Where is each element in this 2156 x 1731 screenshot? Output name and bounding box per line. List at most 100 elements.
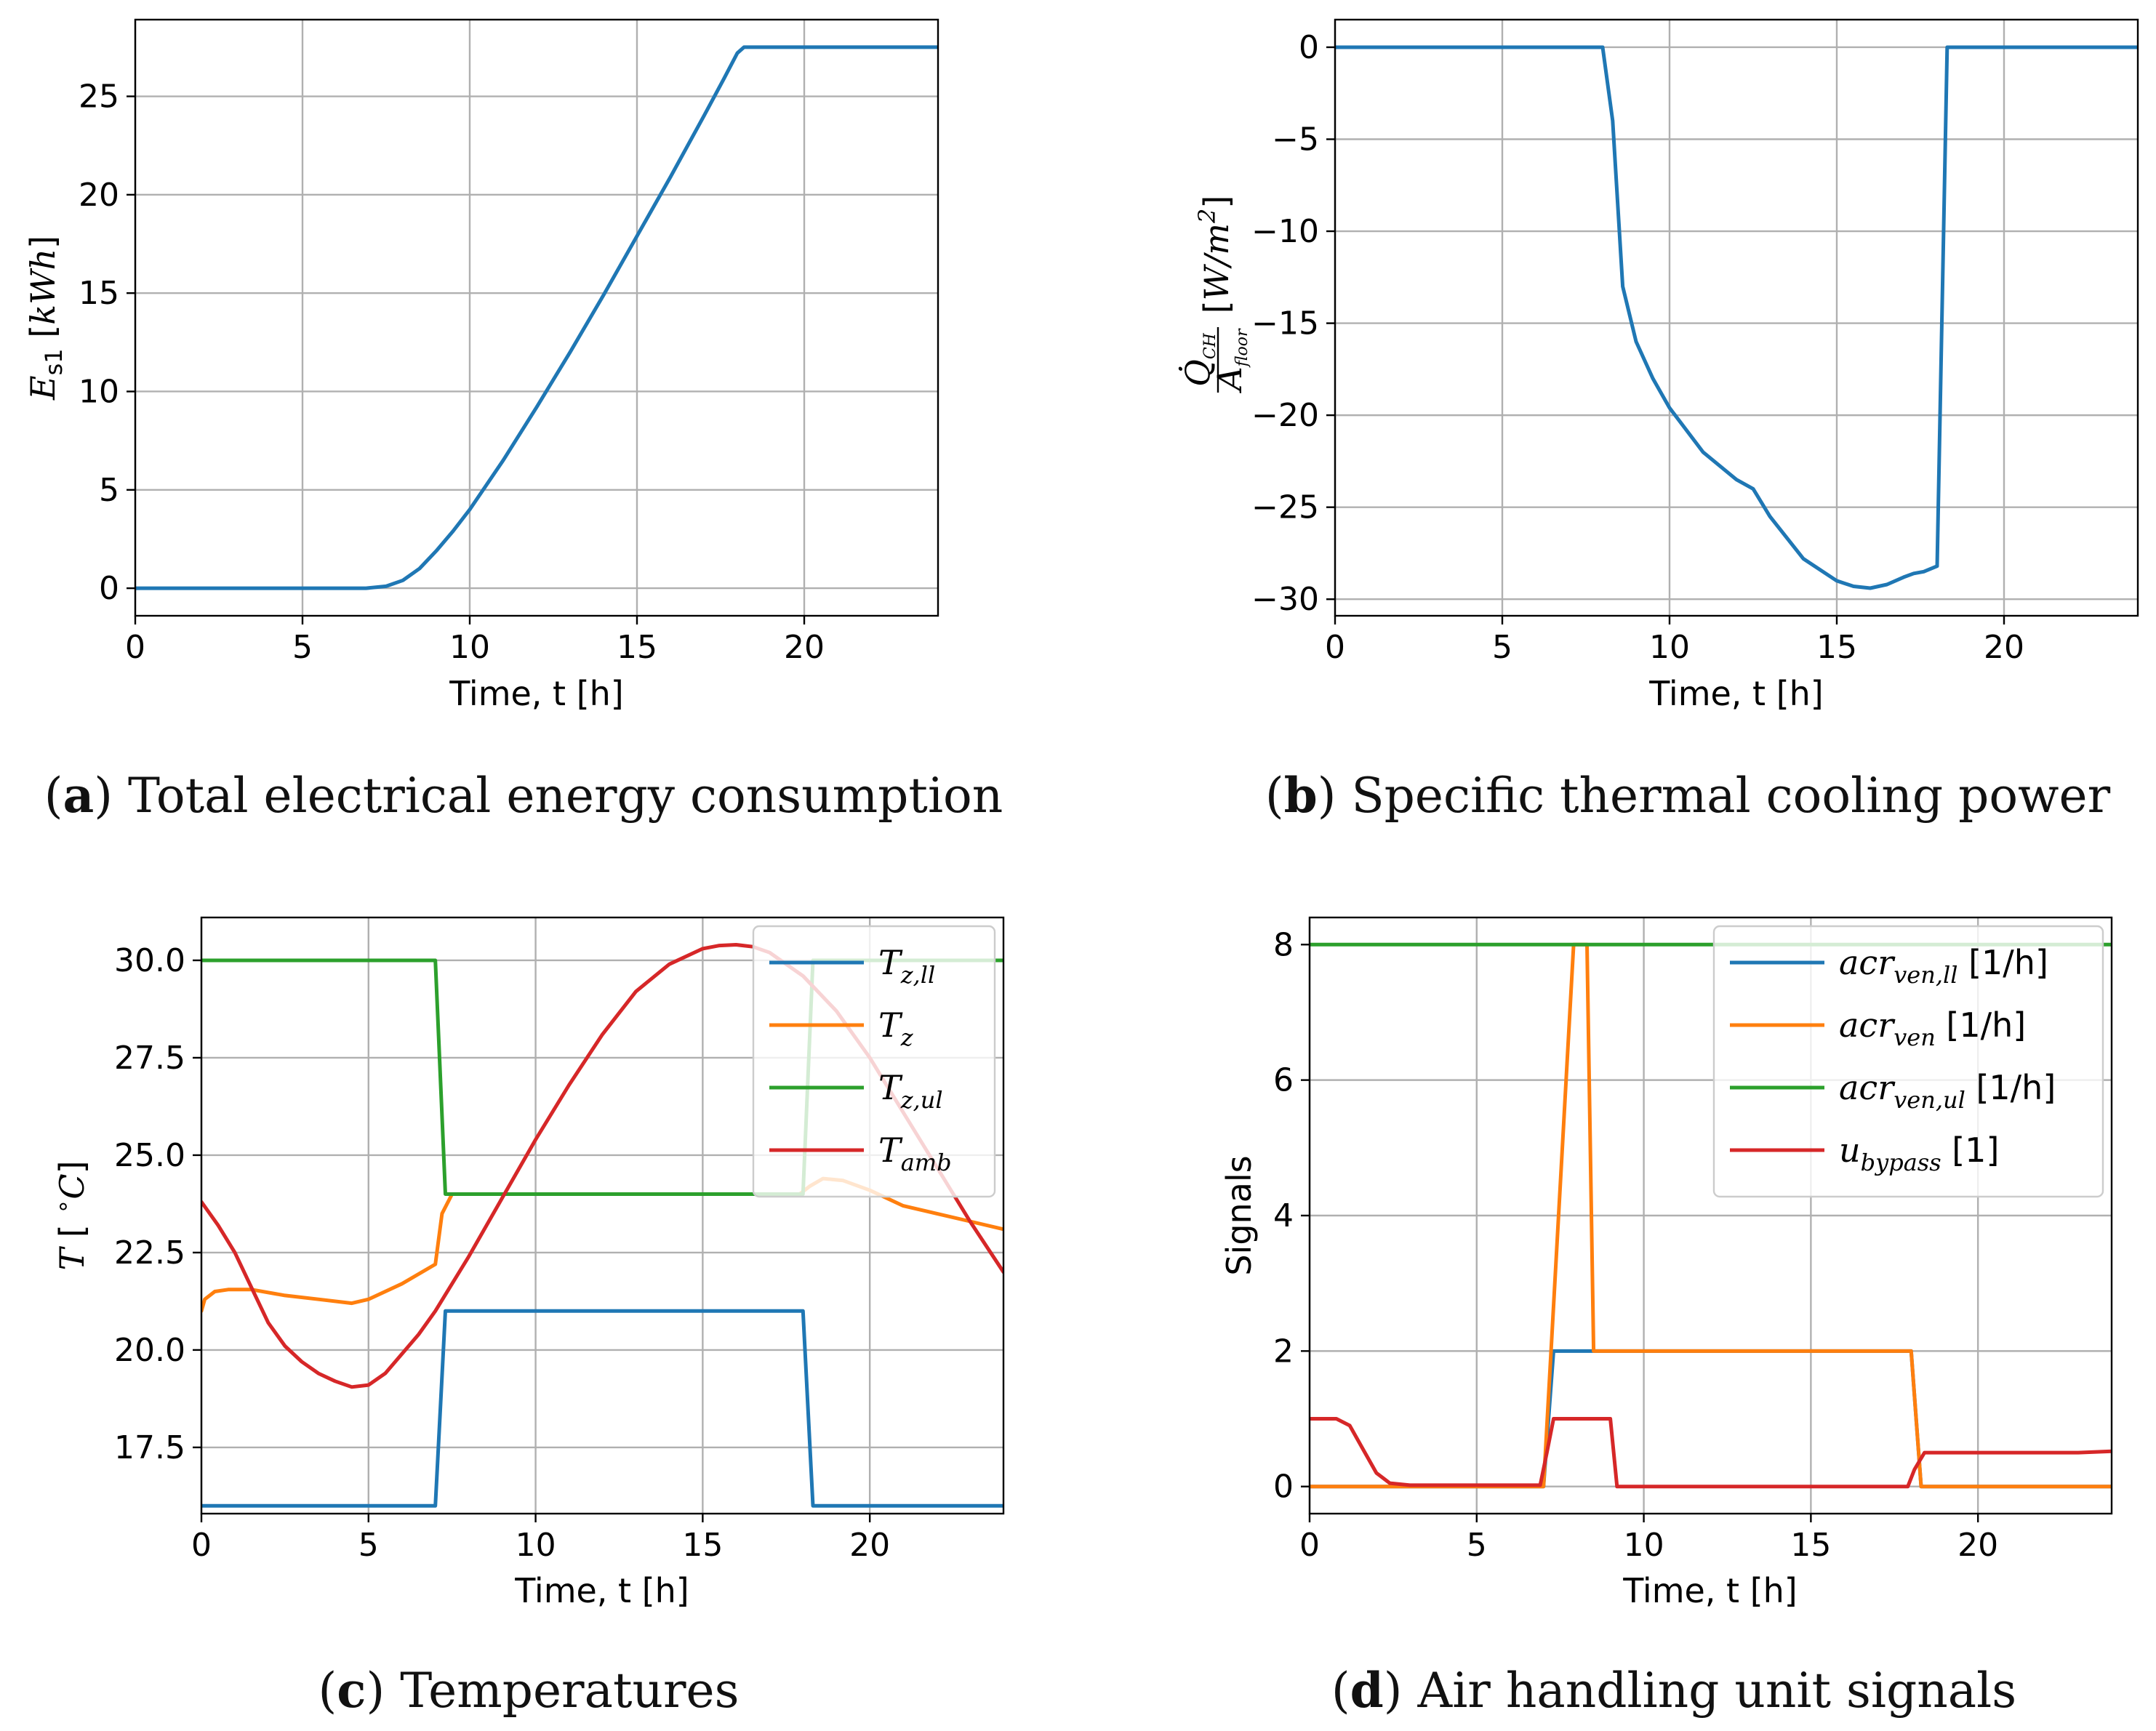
svg-text:[W/m2]: [W/m2] <box>1193 196 1236 314</box>
chart-b-xtick-label: 5 <box>1492 629 1512 666</box>
caption-b-text: Specific thermal cooling power <box>1351 768 2110 824</box>
chart-c-legend-label: Tz <box>878 1005 914 1051</box>
chart-b-yticks: 0 −5 −10 −15 −20 −25 −30 <box>1251 29 1335 618</box>
caption-b: (b) Specific thermal cooling power <box>1265 767 2111 824</box>
chart-d-legend: acrven,ll [1/h] acrven [1/h] acrven,ul [1/… <box>1712 925 2104 1198</box>
caption-c-text: Temperatures <box>400 1663 739 1719</box>
chart-c-frame <box>200 916 1005 1515</box>
chart-d-ytick-label: 2 <box>1273 1333 1294 1370</box>
caption-a-text: Total electrical energy consumption <box>128 768 1003 824</box>
chart-d-xticks: 0 5 10 15 20 <box>1299 1514 1998 1564</box>
chart-d-ytick-label: 6 <box>1273 1062 1294 1099</box>
chart-a-xtick-label: 5 <box>292 629 313 666</box>
chart-b-frame <box>1334 18 2139 617</box>
chart-d-legend-label: acrven [1/h] <box>1839 1005 2026 1051</box>
chart-a: 0 5 10 15 20 0 5 10 15 20 25 Time, t [h] Es1 [kWh… <box>23 18 939 713</box>
chart-b-ytick-label: −30 <box>1251 581 1319 618</box>
chart-a-ytick-label: 0 <box>99 570 119 607</box>
caption-c-letter: c <box>337 1662 366 1719</box>
chart-a-xtick-label: 15 <box>617 629 657 666</box>
chart-d-xtick-label: 15 <box>1790 1527 1831 1564</box>
chart-b-ytick-label: −5 <box>1272 121 1319 158</box>
chart-b-xtick-label: 20 <box>1984 629 2024 666</box>
chart-d-xtick-label: 0 <box>1299 1527 1320 1564</box>
chart-d-legend-label: acrven,ll [1/h] <box>1839 943 2048 989</box>
chart-d-ytick-label: 8 <box>1273 926 1294 963</box>
chart-b-series-0 <box>1335 45 2138 590</box>
chart-a-xlabel: Time, t [h] <box>449 674 624 713</box>
chart-c-series-0 <box>201 1309 1003 1508</box>
chart-c-ytick-label: 17.5 <box>114 1429 185 1466</box>
chart-b-ytick-label: −10 <box>1251 213 1319 250</box>
chart-b-ytick-label: −15 <box>1251 305 1319 342</box>
chart-b: 0 5 10 15 20 0−5−10−15−20−25−30 Time, t [h] … <box>1178 18 2139 713</box>
chart-c-legend: Tz,ll Tz Tz,ul Tamb <box>752 925 996 1198</box>
chart-d-yticks: 0 2 4 6 8 <box>1273 926 1310 1506</box>
chart-c-xtick-label: 20 <box>849 1527 890 1564</box>
chart-b-xtick-label: 0 <box>1325 629 1345 666</box>
chart-a-grid <box>134 20 938 616</box>
chart-c-series-1 <box>201 1176 1003 1313</box>
chart-a-ytick-label: 5 <box>99 472 119 509</box>
chart-c: 0 5 10 15 20 17.5 20.0 22.5 25.0 27.5 30.0 Time, … <box>49 916 1005 1610</box>
chart-a-yticks: 0 5 10 15 20 25 <box>79 79 135 607</box>
chart-b-xlabel: Time, t [h] <box>1648 674 1824 713</box>
chart-c-yticks: 17.5 20.0 22.5 25.0 27.5 30.0 <box>114 942 201 1466</box>
chart-b-ytick-label: −20 <box>1251 397 1319 434</box>
caption-a-letter: a <box>63 767 94 824</box>
chart-b-ytick-label: −25 <box>1251 489 1319 526</box>
chart-d-xtick-label: 5 <box>1467 1527 1487 1564</box>
chart-c-xlabel: Time, t [h] <box>514 1571 689 1610</box>
chart-d-ytick-label: 0 <box>1273 1469 1294 1506</box>
caption-c: (c) Temperatures <box>318 1662 740 1719</box>
chart-d: 0 5 10 15 20 0 2 4 6 8 Time, t [h] Signals acrve… <box>1219 916 2113 1610</box>
chart-a-ytick-label: 10 <box>79 373 119 410</box>
chart-d-xtick-label: 10 <box>1624 1527 1664 1564</box>
chart-a-frame <box>134 18 939 617</box>
caption-b-letter: b <box>1284 767 1318 824</box>
chart-b-xtick-label: 10 <box>1649 629 1690 666</box>
chart-c-ytick-label: 25.0 <box>114 1137 185 1174</box>
chart-a-xtick-label: 10 <box>449 629 490 666</box>
chart-a-series <box>135 45 938 590</box>
chart-d-ylabel: Signals <box>1219 1155 1259 1275</box>
caption-d-letter: d <box>1350 1662 1384 1719</box>
chart-c-ytick-label: 27.5 <box>114 1040 185 1077</box>
chart-c-xticks: 0 5 10 15 20 <box>191 1514 890 1564</box>
chart-c-legend-label: Tz,ul <box>878 1068 943 1114</box>
chart-c-ytick-label: 20.0 <box>114 1332 185 1369</box>
chart-c-ytick-label: 22.5 <box>114 1234 185 1272</box>
chart-c-ytick-label: 30.0 <box>114 942 185 979</box>
chart-c-xtick-label: 0 <box>191 1527 212 1564</box>
chart-a-ytick-label: 25 <box>79 79 119 116</box>
caption-a: (a) Total electrical energy consumption <box>44 767 1003 824</box>
chart-a-ytick-label: 20 <box>79 177 119 214</box>
chart-c-legend-label: Tz,ll <box>878 943 935 989</box>
chart-c-xtick-label: 5 <box>358 1527 379 1564</box>
chart-d-legend-label: acrven,ul [1/h] <box>1839 1068 2056 1114</box>
chart-b-ytick-label: 0 <box>1299 29 1319 66</box>
chart-d-ytick-label: 4 <box>1273 1197 1294 1234</box>
chart-b-series <box>1335 45 2138 590</box>
chart-c-ylabel: T [ ∘C] <box>49 1160 92 1270</box>
chart-b-xticks: 0 5 10 15 20 <box>1325 616 2024 666</box>
chart-a-ytick-label: 15 <box>79 275 119 312</box>
chart-a-ylabel: Es1 [kWh] <box>23 236 68 401</box>
chart-a-xtick-label: 20 <box>784 629 825 666</box>
caption-d: (d) Air handling unit signals <box>1331 1662 2016 1719</box>
chart-d-xlabel: Time, t [h] <box>1622 1571 1798 1610</box>
chart-b-ylabel: Q̇CH Afloor [W/m2] <box>1178 196 1251 394</box>
chart-d-xtick-label: 20 <box>1957 1527 1998 1564</box>
chart-d-series-0 <box>1310 1349 2112 1489</box>
chart-a-xtick-label: 0 <box>125 629 145 666</box>
chart-c-xtick-label: 10 <box>516 1527 556 1564</box>
chart-b-xtick-label: 15 <box>1816 629 1857 666</box>
chart-d-legend-label: ubypass [1] <box>1839 1130 1999 1176</box>
chart-c-legend-box <box>752 925 996 1198</box>
chart-c-xtick-label: 15 <box>682 1527 723 1564</box>
chart-d-legend-box <box>1712 925 2104 1198</box>
caption-d-text: Air handling unit signals <box>1417 1663 2017 1719</box>
chart-a-xticks: 0 5 10 15 20 <box>125 616 825 666</box>
chart-b-grid <box>1334 20 2138 616</box>
